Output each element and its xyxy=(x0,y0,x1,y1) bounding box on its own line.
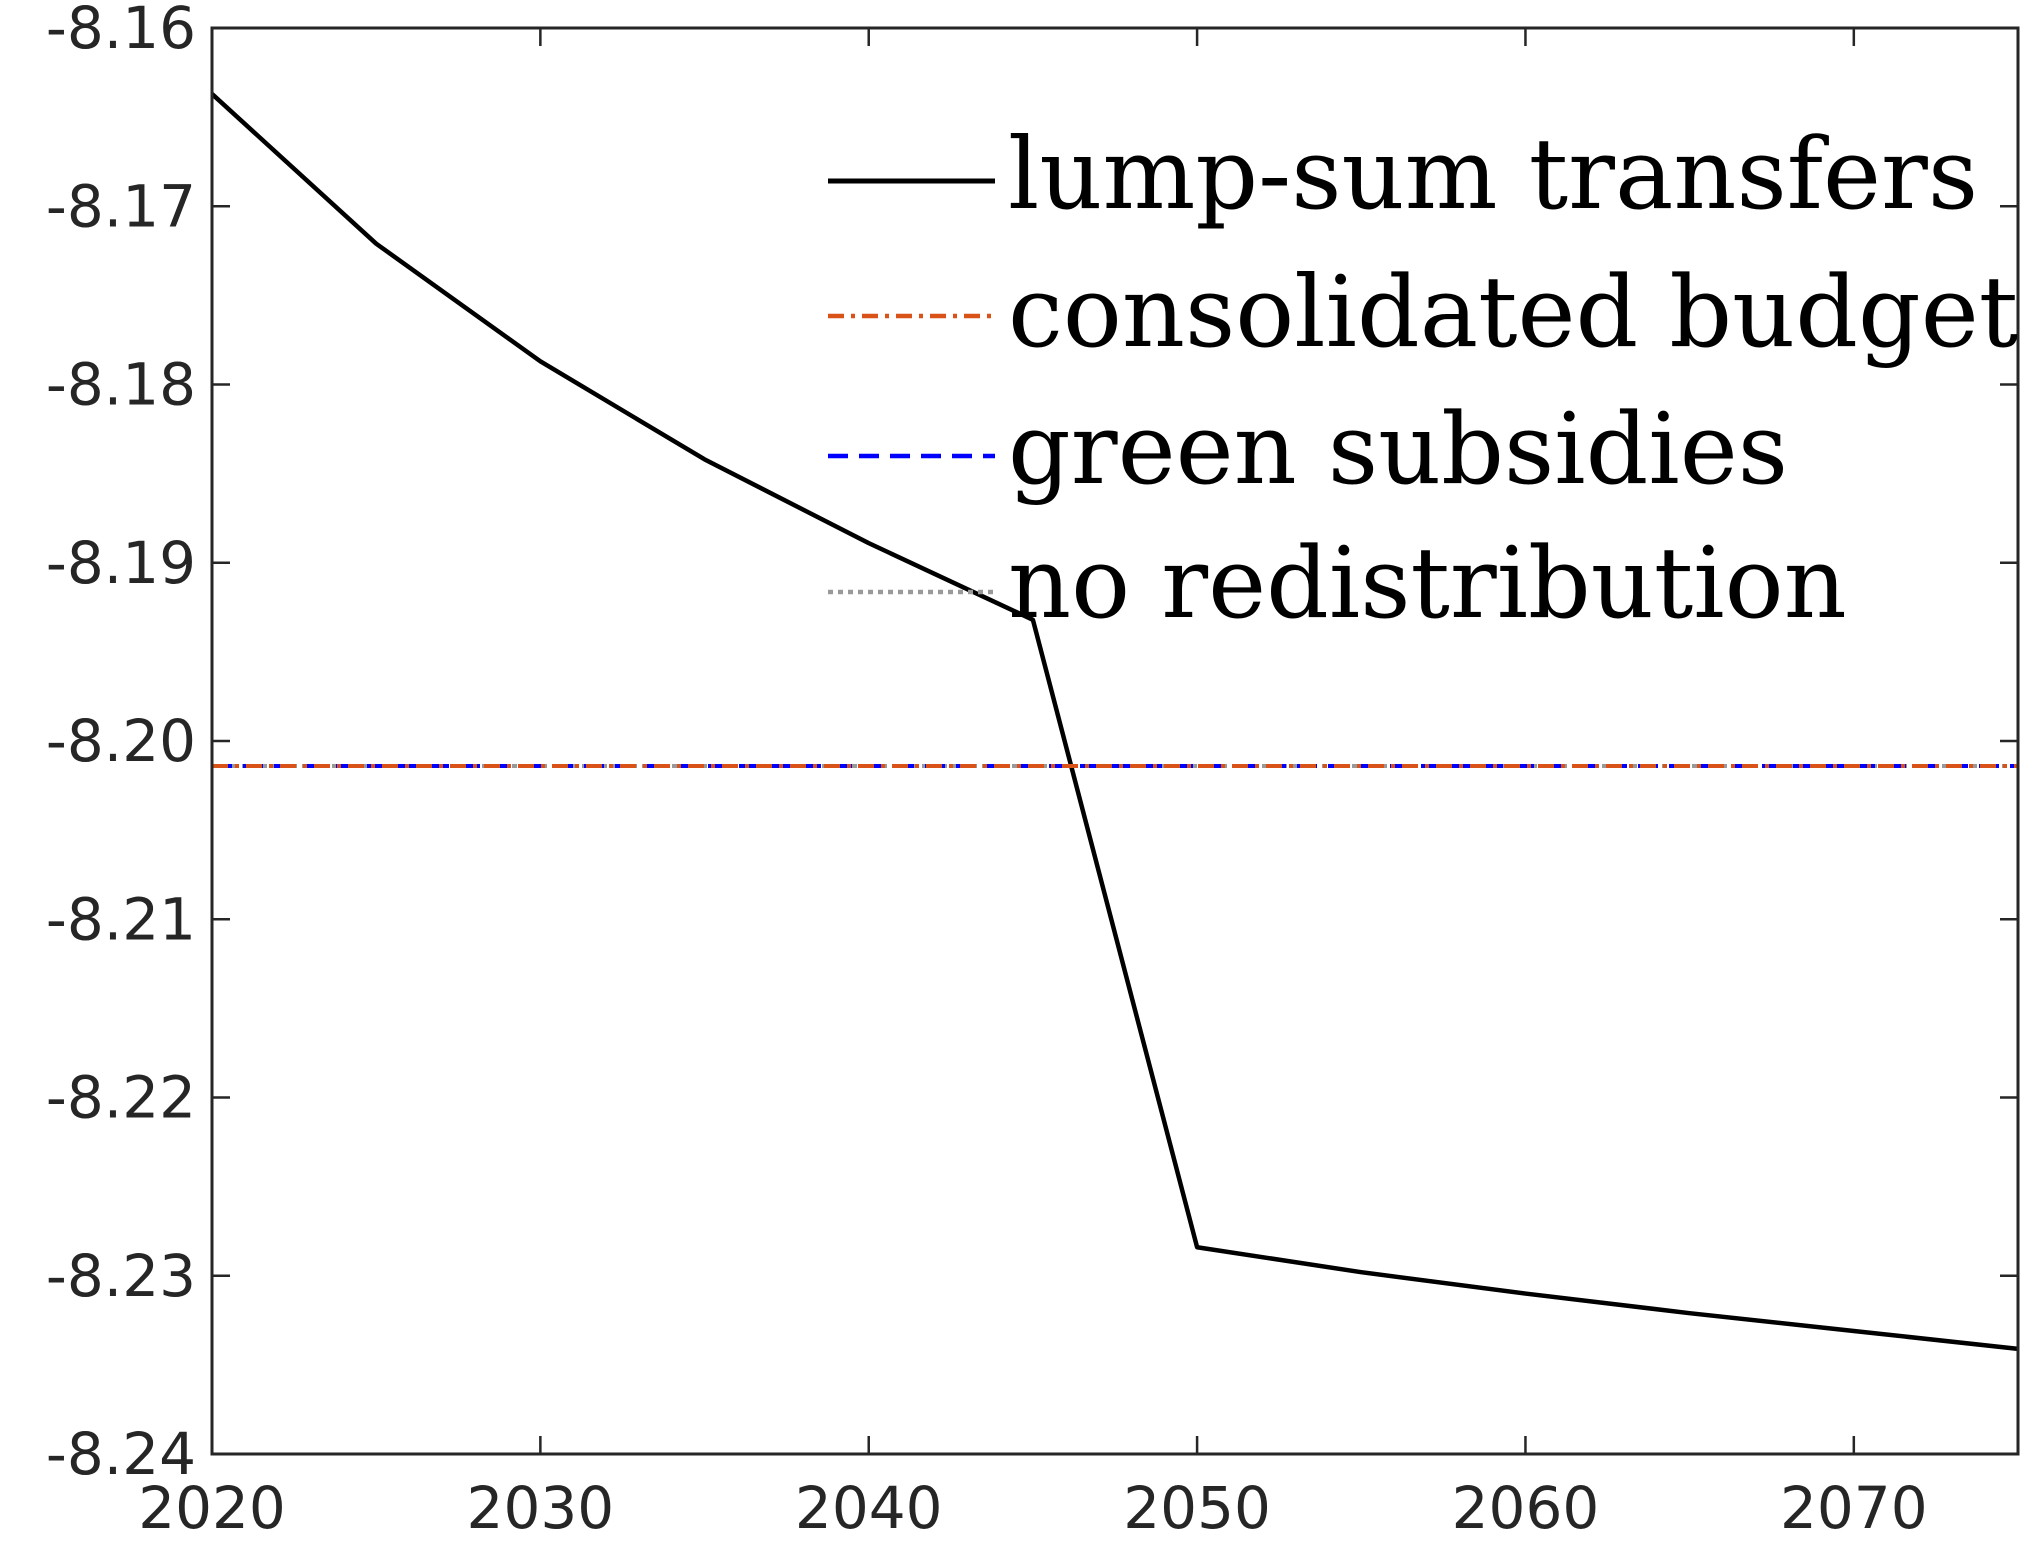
x-tick-label: 2030 xyxy=(467,1474,615,1542)
y-tick-label: -8.16 xyxy=(46,0,196,62)
y-tick-label: -8.23 xyxy=(46,1242,196,1310)
legend: lump-sum transfers consolidated budget g… xyxy=(828,118,2018,641)
y-tick-label: -8.24 xyxy=(46,1420,196,1488)
y-tick-label: -8.18 xyxy=(46,351,196,419)
y-tick-label: -8.22 xyxy=(46,1064,196,1132)
y-tick-label: -8.17 xyxy=(46,172,196,240)
legend-label-consolidated-budget: consolidated budget xyxy=(1008,256,2018,370)
plot-frame xyxy=(210,26,2020,1456)
y-tick-label: -8.20 xyxy=(46,707,196,775)
x-tick-label: 2050 xyxy=(1123,1474,1271,1542)
x-tick-label: 2040 xyxy=(795,1474,943,1542)
y-tick-label: -8.19 xyxy=(46,529,196,597)
series-layer xyxy=(210,92,2019,1352)
series-line-lump-sum-transfers xyxy=(210,92,2019,1352)
y-tick-label: -8.21 xyxy=(46,885,196,953)
legend-label-green-subsidies: green subsidies xyxy=(1008,393,1788,507)
x-tick-label: 2070 xyxy=(1780,1474,1928,1542)
tick-layer: 2020 2030 2040 2050 2060 2070 -8.16 -8.17 -8.18 -… xyxy=(46,0,2018,1542)
x-tick-label: 2060 xyxy=(1452,1474,1600,1542)
x-tick-label: 2020 xyxy=(138,1474,286,1542)
legend-label-no-redistribution: no redistribution xyxy=(1008,527,1847,641)
legend-label-lump-sum-transfers: lump-sum transfers xyxy=(1008,118,1978,232)
